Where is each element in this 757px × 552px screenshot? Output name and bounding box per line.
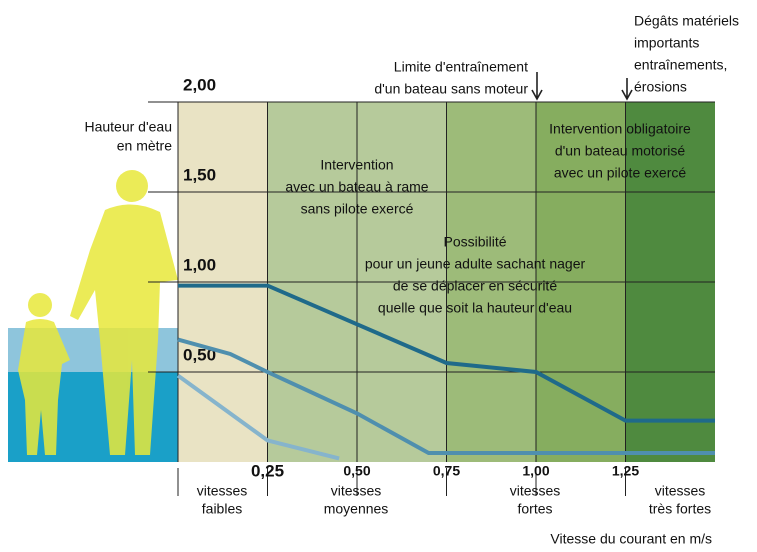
x-tick-label: 0,75 [433,463,460,479]
annotation: d'un bateau motorisé [555,143,686,159]
annotation: érosions [634,79,687,95]
annotation: sans pilote exercé [301,201,414,217]
speed-class: vitesses [197,483,248,499]
y-axis-label: Hauteur d'eau [84,119,172,135]
y-tick-label: 2,00 [183,75,216,94]
x-tick-label: 0,25 [251,461,284,480]
y-axis-label: en mètre [117,138,172,154]
annotation: importants [634,35,699,51]
x-axis-label: Vitesse du courant en m/s [550,531,712,547]
annotation: Intervention obligatoire [549,121,691,137]
x-tick-label: 1,25 [612,463,639,479]
annotation: Intervention [320,157,393,173]
annotation: d'un bateau sans moteur [374,81,528,97]
speed-class: faibles [202,501,242,517]
y-tick-label: 1,50 [183,165,216,184]
speed-class: moyennes [324,501,389,517]
annotation: Dégâts matériels [634,13,739,29]
speed-class: fortes [517,501,552,517]
annotation: quelle que soit la hauteur d'eau [378,300,572,316]
arrows [532,72,632,99]
x-tick-label: 1,00 [522,463,549,479]
annotation: Possibilité [443,234,506,250]
chart: 0,501,001,502,000,250,500,751,001,25Dégâ… [0,0,757,552]
x-tick-label: 0,50 [343,463,370,479]
annotation: de se déplacer en sécurité [393,278,557,294]
speed-class: très fortes [649,501,711,517]
speed-class: vitesses [510,483,561,499]
y-tick-label: 1,00 [183,255,216,274]
annotation: avec un pilote exercé [554,165,687,181]
annotation: pour un jeune adulte sachant nager [365,256,586,272]
annotation: entraînements, [634,57,727,73]
annotation: avec un bateau à rame [285,179,428,195]
annotation: Limite d'entraînement [394,59,528,75]
speed-class: vitesses [331,483,382,499]
speed-class: vitesses [655,483,706,499]
